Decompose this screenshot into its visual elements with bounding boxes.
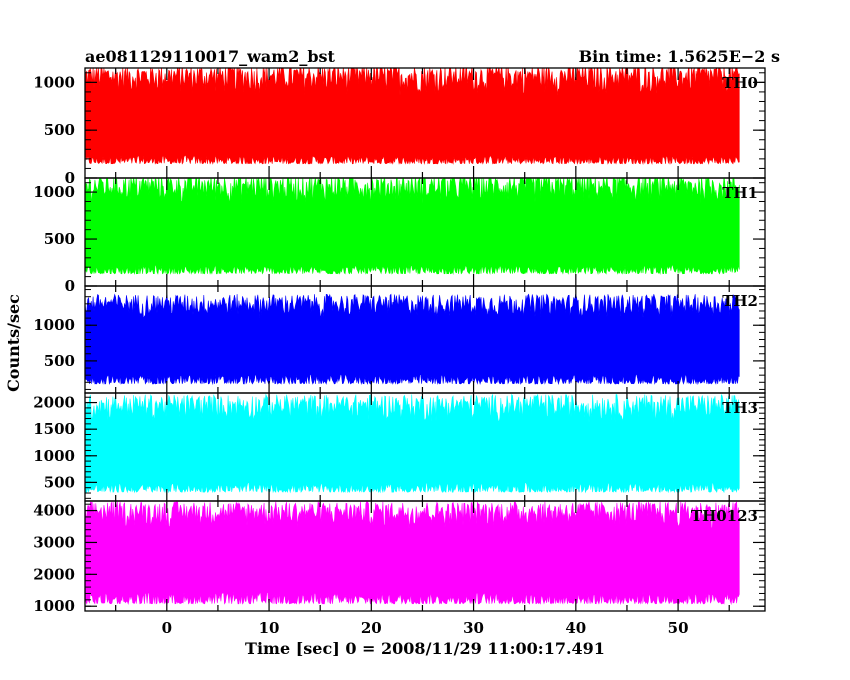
y-tick-label: 0 [65, 169, 75, 187]
y-tick-label: 1000 [33, 73, 75, 91]
y-tick-label: 500 [44, 352, 75, 370]
panel-name-label: TH1 [722, 184, 758, 202]
y-tick-label: 2000 [33, 565, 75, 583]
y-tick-label: 1500 [33, 420, 75, 438]
bin-time-label: Bin time: 1.5625E−2 s [579, 47, 780, 66]
panel-th2: 500 1000 TH2 [33, 285, 766, 394]
series-th3 [85, 393, 740, 494]
y-tick-label: 500 [44, 121, 75, 139]
y-tick-label: 500 [44, 230, 75, 248]
y-tick-label: 1000 [33, 597, 75, 615]
x-tick-label: 0 [162, 619, 172, 637]
y-axis-label: Counts/sec [4, 294, 23, 392]
y-tick-label: 1000 [33, 316, 75, 334]
panel-name-label: TH3 [722, 399, 758, 417]
x-axis: 0 10 20 30 40 50 [162, 619, 689, 637]
x-tick-label: 50 [668, 619, 689, 637]
y-tick-label: 1000 [33, 183, 75, 201]
series-th1 [85, 178, 740, 275]
panel-th1: 0 500 1000 TH1 [33, 177, 766, 295]
panel-name-label: TH2 [722, 292, 758, 310]
y-tick-label: 0 [65, 277, 75, 295]
y-tick-label: 3000 [33, 533, 75, 551]
panel-name-label: TH0123 [691, 507, 758, 525]
x-axis-label: Time [sec] 0 = 2008/11/29 11:00:17.491 [245, 639, 605, 658]
chart-title: ae081129110017_wam2_bst [85, 47, 336, 66]
y-tick-label: 2000 [33, 394, 75, 412]
y-tick-label: 1000 [33, 447, 75, 465]
x-tick-label: 40 [565, 619, 586, 637]
series-th2 [85, 293, 740, 386]
x-tick-label: 20 [361, 619, 382, 637]
panel-frame [84, 500, 766, 612]
y-tick-label: 4000 [33, 502, 75, 520]
panel-th0: 0 500 1000 TH0 [33, 67, 766, 187]
y-tick-label: 500 [44, 473, 75, 491]
series-th0 [85, 68, 740, 165]
panel-name-label: TH0 [722, 74, 758, 92]
x-tick-label: 10 [259, 619, 280, 637]
panel-th0123: 1000 2000 3000 4000 TH0123 [33, 500, 766, 615]
x-tick-label: 30 [463, 619, 484, 637]
series-th0123 [85, 501, 740, 605]
panel-th3: 500 1000 1500 2000 TH3 [33, 392, 766, 502]
